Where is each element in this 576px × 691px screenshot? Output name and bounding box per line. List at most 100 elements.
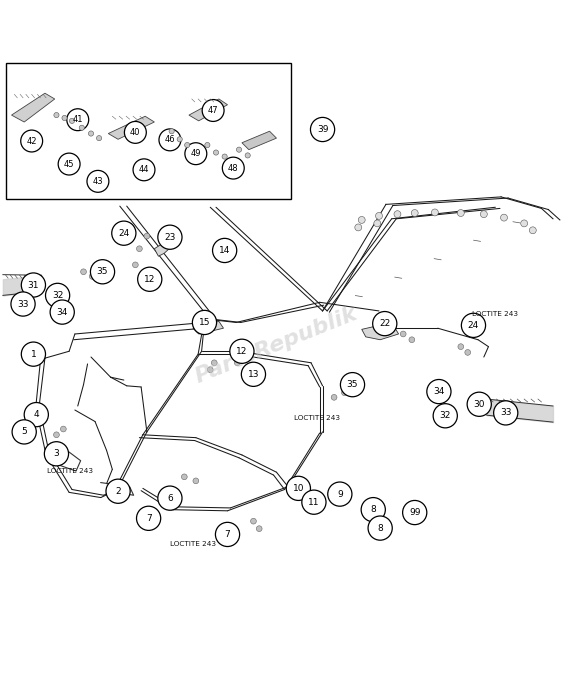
Circle shape <box>158 486 182 510</box>
Text: 48: 48 <box>228 164 238 173</box>
Circle shape <box>411 209 418 216</box>
Polygon shape <box>242 131 276 150</box>
Text: 2: 2 <box>115 486 121 495</box>
Circle shape <box>79 125 84 131</box>
Circle shape <box>494 401 518 425</box>
Circle shape <box>241 362 266 386</box>
Circle shape <box>184 142 190 148</box>
Circle shape <box>376 212 382 219</box>
Circle shape <box>467 392 491 417</box>
Circle shape <box>112 221 136 245</box>
Circle shape <box>137 246 142 252</box>
Text: 33: 33 <box>500 408 511 417</box>
Text: 30: 30 <box>473 400 485 409</box>
Circle shape <box>394 211 401 218</box>
Text: 35: 35 <box>97 267 108 276</box>
Circle shape <box>181 474 187 480</box>
Polygon shape <box>154 240 172 256</box>
Circle shape <box>234 360 240 366</box>
Circle shape <box>192 310 217 334</box>
Text: 12: 12 <box>144 275 156 284</box>
Circle shape <box>358 216 365 223</box>
Circle shape <box>431 209 438 216</box>
Circle shape <box>62 115 67 120</box>
Circle shape <box>67 108 89 131</box>
Circle shape <box>374 220 381 227</box>
Circle shape <box>427 379 451 404</box>
Circle shape <box>202 100 224 122</box>
Text: 11: 11 <box>308 498 320 507</box>
Polygon shape <box>362 323 399 340</box>
Circle shape <box>521 220 528 227</box>
Text: 46: 46 <box>165 135 175 144</box>
Circle shape <box>465 350 471 355</box>
Text: 47: 47 <box>208 106 218 115</box>
Text: PartsRepublik: PartsRepublik <box>192 304 361 387</box>
Circle shape <box>21 342 46 366</box>
Circle shape <box>361 498 385 522</box>
Circle shape <box>211 360 217 366</box>
Circle shape <box>132 262 138 267</box>
Circle shape <box>433 404 457 428</box>
Text: 15: 15 <box>199 318 210 327</box>
Circle shape <box>256 526 262 531</box>
Text: LOCTITE 243: LOCTITE 243 <box>294 415 340 421</box>
Text: 1: 1 <box>31 350 36 359</box>
Text: 34: 34 <box>433 387 445 396</box>
Circle shape <box>138 267 162 292</box>
Text: 8: 8 <box>370 505 376 514</box>
Circle shape <box>355 224 362 231</box>
Circle shape <box>106 479 130 503</box>
Circle shape <box>54 113 59 117</box>
Circle shape <box>81 269 86 274</box>
Circle shape <box>12 420 36 444</box>
Circle shape <box>89 274 95 279</box>
Text: 33: 33 <box>17 299 29 308</box>
Circle shape <box>144 233 150 239</box>
Circle shape <box>230 339 254 363</box>
Circle shape <box>409 337 415 343</box>
Circle shape <box>54 432 59 437</box>
Circle shape <box>342 390 347 396</box>
Circle shape <box>87 171 109 192</box>
Circle shape <box>373 312 397 336</box>
Text: LOCTITE 243: LOCTITE 243 <box>472 311 518 316</box>
Text: 32: 32 <box>52 291 63 300</box>
Text: 49: 49 <box>191 149 201 158</box>
Circle shape <box>133 159 155 181</box>
Circle shape <box>480 211 487 218</box>
Circle shape <box>185 143 207 164</box>
Circle shape <box>244 372 249 379</box>
Circle shape <box>21 130 43 152</box>
Circle shape <box>204 142 210 148</box>
Circle shape <box>60 426 66 432</box>
Circle shape <box>501 214 507 221</box>
Text: 23: 23 <box>164 233 176 242</box>
Text: 40: 40 <box>130 128 141 137</box>
Text: 42: 42 <box>26 137 37 146</box>
Text: LOCTITE 243: LOCTITE 243 <box>47 468 93 474</box>
Text: 34: 34 <box>56 307 68 316</box>
Text: 3: 3 <box>54 449 59 458</box>
Circle shape <box>44 442 69 466</box>
Circle shape <box>340 372 365 397</box>
FancyBboxPatch shape <box>6 64 291 198</box>
Text: 5: 5 <box>21 428 27 437</box>
Circle shape <box>310 117 335 142</box>
Circle shape <box>96 135 101 141</box>
Circle shape <box>69 118 75 124</box>
Circle shape <box>158 225 182 249</box>
Polygon shape <box>12 93 55 122</box>
Text: 45: 45 <box>64 160 74 169</box>
Text: 9: 9 <box>337 490 343 499</box>
Circle shape <box>403 500 427 524</box>
Text: 24: 24 <box>468 321 479 330</box>
Circle shape <box>251 518 256 524</box>
Circle shape <box>215 522 240 547</box>
Circle shape <box>368 516 392 540</box>
Text: 44: 44 <box>139 165 149 174</box>
Circle shape <box>328 482 352 507</box>
Text: 7: 7 <box>225 530 230 539</box>
Text: 10: 10 <box>293 484 304 493</box>
Circle shape <box>458 343 464 350</box>
